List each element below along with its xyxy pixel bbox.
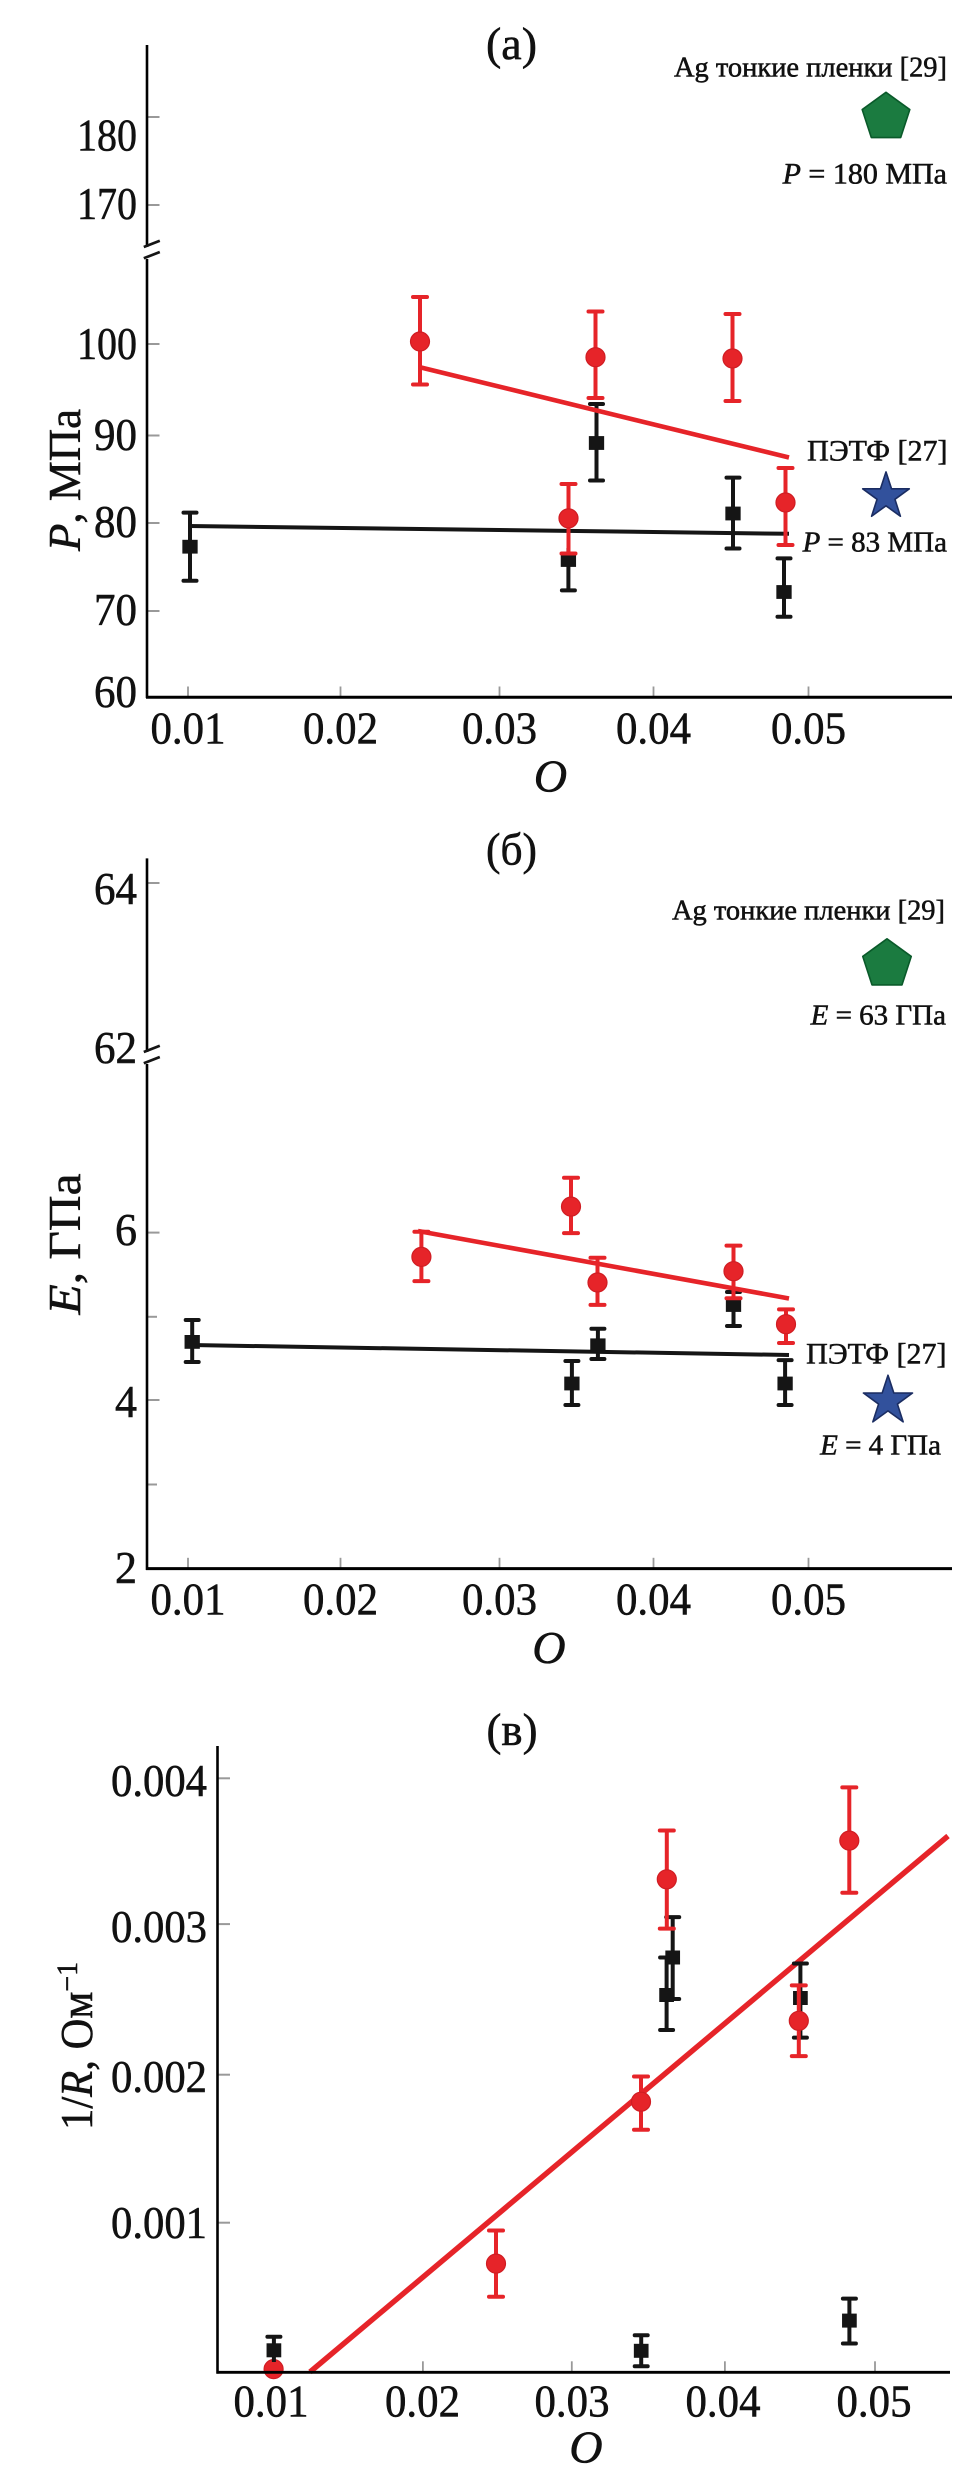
svg-text:0.03: 0.03 bbox=[462, 703, 537, 753]
svg-text:70: 70 bbox=[94, 585, 137, 635]
svg-text:0.04: 0.04 bbox=[616, 1574, 691, 1624]
svg-text:0.05: 0.05 bbox=[837, 2376, 912, 2426]
svg-text:1/R, Ом−1: 1/R, Ом−1 bbox=[51, 1962, 102, 2130]
svg-text:0.01: 0.01 bbox=[151, 1574, 226, 1624]
svg-text:(в): (в) bbox=[487, 1705, 538, 1755]
svg-text:0.02: 0.02 bbox=[385, 2376, 460, 2426]
svg-text:0.01: 0.01 bbox=[234, 2376, 309, 2426]
svg-text:Е, ГПа: Е, ГПа bbox=[39, 1174, 90, 1316]
svg-text:0.004: 0.004 bbox=[111, 1756, 207, 1806]
svg-text:Ag тонкие пленки [29]: Ag тонкие пленки [29] bbox=[674, 52, 947, 84]
svg-text:0.03: 0.03 bbox=[462, 1574, 537, 1624]
svg-text:80: 80 bbox=[94, 497, 137, 547]
svg-text:(а): (а) bbox=[486, 19, 537, 69]
svg-text:0.04: 0.04 bbox=[616, 703, 691, 753]
svg-text:170: 170 bbox=[77, 179, 137, 229]
svg-text:0.05: 0.05 bbox=[771, 1574, 846, 1624]
svg-text:0.05: 0.05 bbox=[771, 703, 846, 753]
svg-text:90: 90 bbox=[94, 410, 137, 460]
svg-text:O: O bbox=[532, 1622, 565, 1673]
svg-text:4: 4 bbox=[115, 1377, 137, 1427]
svg-text:P, МПа: P, МПа bbox=[39, 409, 90, 552]
svg-text:62: 62 bbox=[94, 1023, 137, 1073]
svg-text:2: 2 bbox=[115, 1543, 137, 1593]
svg-text:ПЭТФ [27]: ПЭТФ [27] bbox=[807, 435, 947, 468]
svg-text:E = 63 ГПа: E = 63 ГПа bbox=[810, 1000, 947, 1032]
svg-text:180: 180 bbox=[77, 110, 137, 160]
svg-text:E = 4 ГПа: E = 4 ГПа bbox=[819, 1430, 941, 1462]
svg-text:0.002: 0.002 bbox=[111, 2052, 207, 2102]
svg-text:O: O bbox=[569, 2422, 602, 2473]
svg-text:0.02: 0.02 bbox=[303, 703, 378, 753]
svg-text:6: 6 bbox=[115, 1205, 137, 1255]
svg-text:P = 83 МПа: P = 83 МПа bbox=[802, 527, 948, 559]
svg-text:0.02: 0.02 bbox=[303, 1574, 378, 1624]
svg-text:ПЭТФ [27]: ПЭТФ [27] bbox=[806, 1338, 946, 1371]
svg-text:P = 180 МПа: P = 180 МПа bbox=[782, 158, 947, 191]
svg-text:60: 60 bbox=[94, 667, 137, 717]
svg-text:O: O bbox=[534, 751, 567, 802]
svg-text:0.04: 0.04 bbox=[686, 2376, 761, 2426]
svg-text:(б): (б) bbox=[486, 825, 537, 875]
svg-text:Ag тонкие пленки [29]: Ag тонкие пленки [29] bbox=[672, 895, 945, 927]
svg-text:0.03: 0.03 bbox=[535, 2376, 610, 2426]
svg-text:0.001: 0.001 bbox=[111, 2198, 207, 2248]
svg-text:0.003: 0.003 bbox=[111, 1902, 207, 1952]
svg-text:0.01: 0.01 bbox=[151, 703, 226, 753]
svg-text:64: 64 bbox=[94, 864, 137, 914]
svg-text:100: 100 bbox=[77, 319, 137, 369]
